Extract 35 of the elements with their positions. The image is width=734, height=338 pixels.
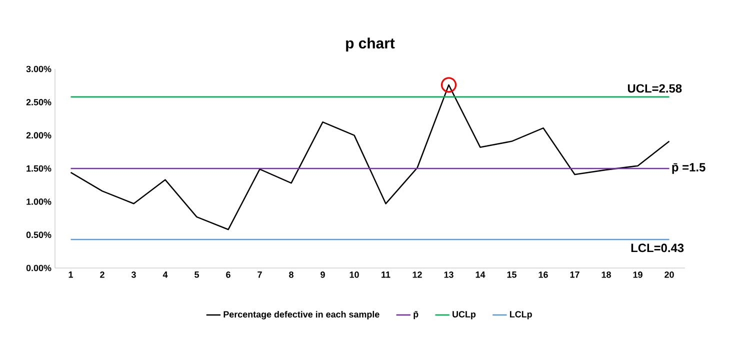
x-tick-label: 20	[664, 272, 674, 278]
legend-label: UCLp	[452, 311, 476, 320]
y-tick-label: 0.50%	[26, 232, 52, 238]
annotation: UCL=2.58	[628, 84, 682, 93]
x-tick-label: 1	[68, 272, 73, 278]
y-tick-label: 1.50%	[26, 165, 52, 172]
annotation: LCL=0.43	[631, 244, 684, 252]
x-tick-label: 16	[538, 272, 548, 278]
x-tick-label: 9	[320, 272, 325, 278]
x-tick-label: 12	[412, 272, 422, 278]
x-tick-label: 19	[633, 272, 642, 278]
y-tick-label: 1.00%	[26, 198, 52, 205]
x-tick-label: 8	[289, 272, 294, 278]
legend-label: LCLp	[510, 311, 532, 320]
x-tick-label: 10	[350, 272, 359, 278]
x-tick-label: 2	[100, 272, 104, 278]
x-tick-label: 3	[131, 272, 136, 278]
x-tick-label: 18	[602, 272, 611, 278]
x-tick-label: 4	[162, 272, 168, 278]
x-tick-label: 17	[570, 272, 580, 278]
legend-label: Percentage defective in each sample	[224, 310, 380, 320]
x-tick-label: 13	[444, 272, 454, 278]
chart-title: p chart	[346, 38, 395, 52]
x-tick-label: 11	[382, 272, 390, 278]
x-tick-label: 15	[507, 272, 516, 278]
annotation: p̄ =1.5	[672, 163, 706, 174]
y-tick-label: 2.50%	[26, 98, 52, 106]
y-tick-label: 0.00%	[26, 264, 52, 272]
y-tick-label: 2.00%	[26, 132, 52, 139]
y-tick-label: 3.00%	[26, 66, 52, 72]
x-tick-label: 7	[258, 272, 262, 278]
x-tick-label: 14	[476, 272, 486, 278]
x-tick-label: 6	[226, 272, 230, 278]
legend-label: p̄	[414, 311, 418, 320]
x-tick-label: 5	[194, 272, 199, 278]
